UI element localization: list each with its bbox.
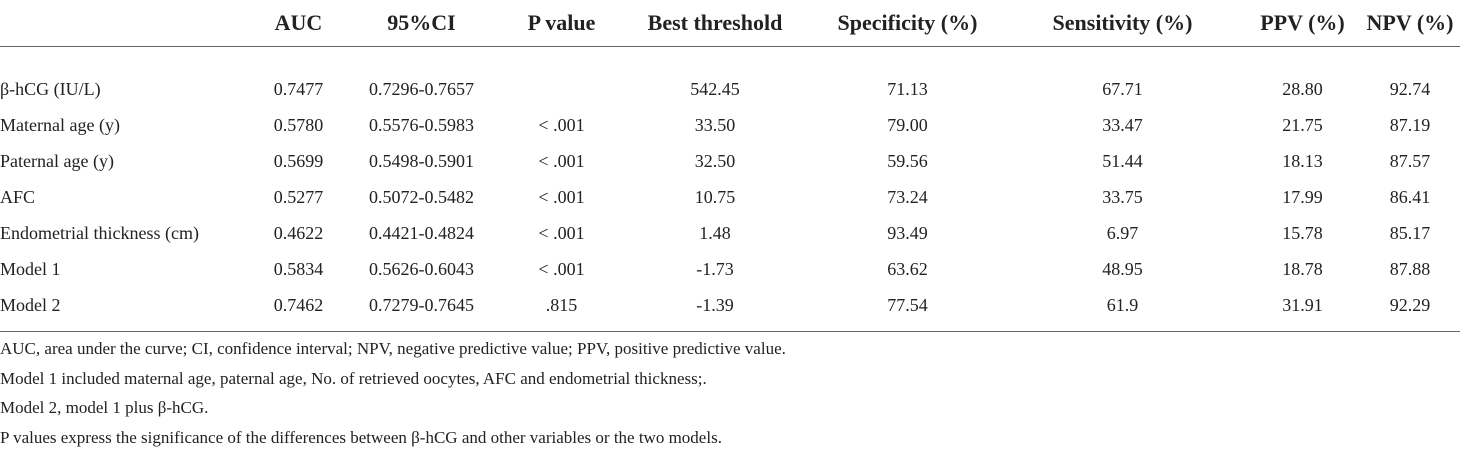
- footnote: AUC, area under the curve; CI, confidenc…: [0, 334, 786, 364]
- table-cell: 51.44: [1000, 143, 1245, 179]
- table-cell: 17.99: [1245, 179, 1360, 215]
- table-cell: [508, 47, 615, 108]
- row-label: Maternal age (y): [0, 107, 262, 143]
- table-cell: 15.78: [1245, 215, 1360, 251]
- footnotes: AUC, area under the curve; CI, confidenc…: [0, 334, 786, 452]
- table-cell: 77.54: [815, 287, 1000, 332]
- table-cell: 0.7279-0.7645: [335, 287, 508, 332]
- table-cell: 10.75: [615, 179, 815, 215]
- table-cell: -1.73: [615, 251, 815, 287]
- header-cell: AUC: [262, 0, 335, 47]
- table-cell: 59.56: [815, 143, 1000, 179]
- row-label: AFC: [0, 179, 262, 215]
- table-cell: 0.5626-0.6043: [335, 251, 508, 287]
- table-cell: 61.9: [1000, 287, 1245, 332]
- table-cell: < .001: [508, 143, 615, 179]
- table-cell: 0.4622: [262, 215, 335, 251]
- table-cell: 0.5576-0.5983: [335, 107, 508, 143]
- table-cell: 0.5834: [262, 251, 335, 287]
- header-cell: Sensitivity (%): [1000, 0, 1245, 47]
- table-cell: 85.17: [1360, 215, 1460, 251]
- table-cell: 73.24: [815, 179, 1000, 215]
- table-cell: 79.00: [815, 107, 1000, 143]
- table-cell: 0.5780: [262, 107, 335, 143]
- table-cell: 0.5277: [262, 179, 335, 215]
- footnote: Model 2, model 1 plus β-hCG.: [0, 393, 786, 423]
- table-cell: 0.5498-0.5901: [335, 143, 508, 179]
- table-cell: 1.48: [615, 215, 815, 251]
- row-label: Endometrial thickness (cm): [0, 215, 262, 251]
- table-cell: < .001: [508, 179, 615, 215]
- header-cell: [0, 0, 262, 47]
- table-cell: 31.91: [1245, 287, 1360, 332]
- table-cell: 87.19: [1360, 107, 1460, 143]
- table-cell: 67.71: [1000, 47, 1245, 108]
- table-cell: 92.74: [1360, 47, 1460, 108]
- table-cell: 18.78: [1245, 251, 1360, 287]
- table-cell: 542.45: [615, 47, 815, 108]
- header-cell: P value: [508, 0, 615, 47]
- table-cell: .815: [508, 287, 615, 332]
- header-cell: Best threshold: [615, 0, 815, 47]
- row-label: Model 2: [0, 287, 262, 332]
- table-cell: 6.97: [1000, 215, 1245, 251]
- table-cell: 93.49: [815, 215, 1000, 251]
- table-cell: 87.57: [1360, 143, 1460, 179]
- header-cell: NPV (%): [1360, 0, 1460, 47]
- table-cell: 33.50: [615, 107, 815, 143]
- table-cell: 71.13: [815, 47, 1000, 108]
- footnote: P values express the significance of the…: [0, 423, 786, 452]
- table-cell: 0.7462: [262, 287, 335, 332]
- table-cell: 63.62: [815, 251, 1000, 287]
- row-label: Paternal age (y): [0, 143, 262, 179]
- table-cell: < .001: [508, 107, 615, 143]
- header-cell: Specificity (%): [815, 0, 1000, 47]
- row-label: β-hCG (IU/L): [0, 47, 262, 108]
- table-cell: 33.47: [1000, 107, 1245, 143]
- table-cell: 0.5072-0.5482: [335, 179, 508, 215]
- table-cell: < .001: [508, 215, 615, 251]
- table-cell: 0.5699: [262, 143, 335, 179]
- table-cell: 0.7296-0.7657: [335, 47, 508, 108]
- table-cell: 86.41: [1360, 179, 1460, 215]
- table-cell: < .001: [508, 251, 615, 287]
- row-label: Model 1: [0, 251, 262, 287]
- footnote: Model 1 included maternal age, paternal …: [0, 364, 786, 394]
- header-cell: PPV (%): [1245, 0, 1360, 47]
- table-cell: 21.75: [1245, 107, 1360, 143]
- table-cell: 92.29: [1360, 287, 1460, 332]
- table-cell: 32.50: [615, 143, 815, 179]
- header-cell: 95%CI: [335, 0, 508, 47]
- table-cell: -1.39: [615, 287, 815, 332]
- table-cell: 48.95: [1000, 251, 1245, 287]
- table-cell: 18.13: [1245, 143, 1360, 179]
- table-cell: 28.80: [1245, 47, 1360, 108]
- table-cell: 87.88: [1360, 251, 1460, 287]
- table-cell: 33.75: [1000, 179, 1245, 215]
- table-cell: 0.7477: [262, 47, 335, 108]
- table-cell: 0.4421-0.4824: [335, 215, 508, 251]
